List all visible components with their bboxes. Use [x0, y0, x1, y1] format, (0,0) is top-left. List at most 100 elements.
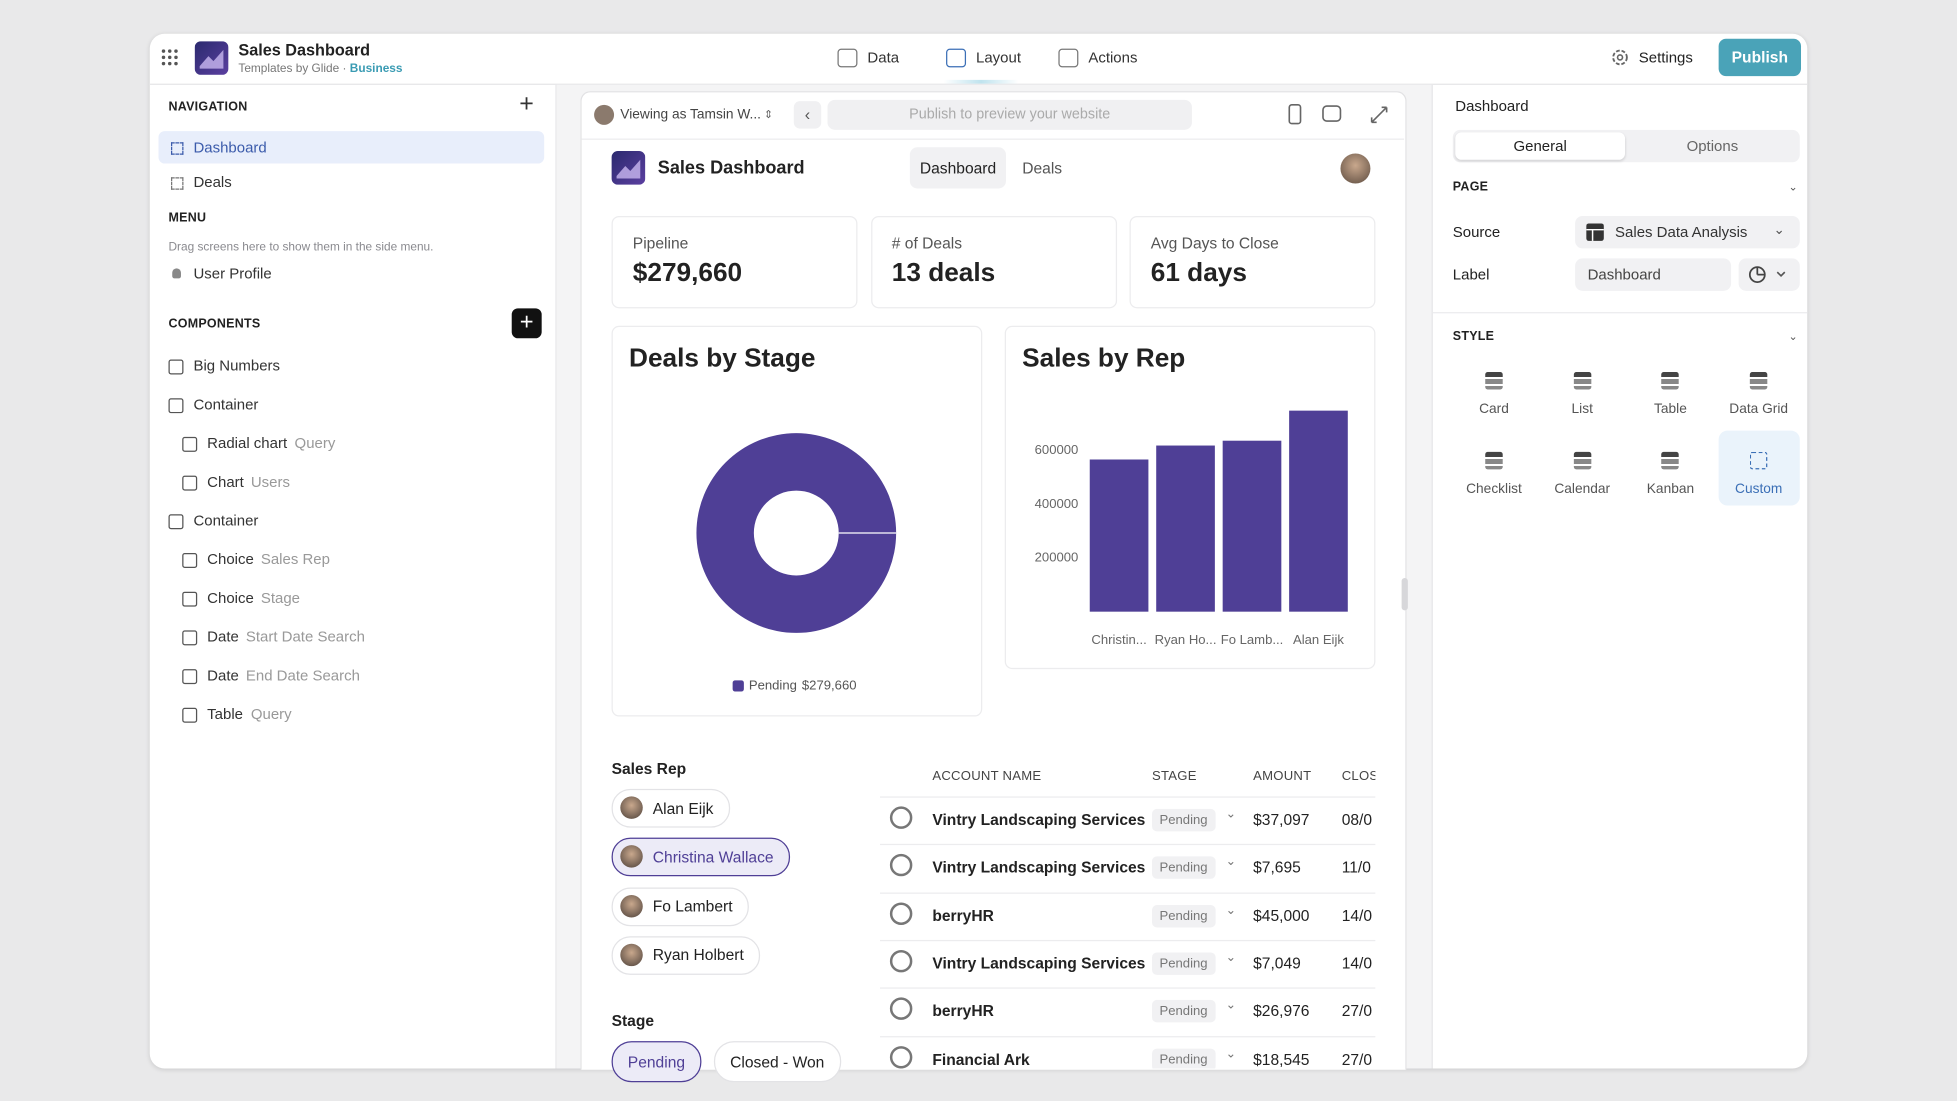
- panel-tab[interactable]: Options: [1686, 137, 1739, 155]
- bar-card: [1004, 325, 1376, 670]
- topnav-item[interactable]: Data: [867, 48, 900, 67]
- topnav-item[interactable]: Actions: [1088, 48, 1138, 67]
- add-screen[interactable]: +: [519, 90, 534, 118]
- stage-chevron[interactable]: ⌄: [1225, 951, 1237, 965]
- account-name: Vintry Landscaping Services: [932, 859, 1146, 877]
- style-icon[interactable]: [1749, 371, 1768, 390]
- component-name[interactable]: Date: [207, 666, 239, 685]
- topnav-icon[interactable]: [837, 48, 858, 68]
- account-name: Vintry Landscaping Services: [932, 811, 1146, 829]
- style-icon[interactable]: [1573, 371, 1591, 390]
- component-icon: [182, 630, 198, 646]
- topnav-icon[interactable]: [1058, 48, 1079, 68]
- section-divider: [1432, 312, 1808, 314]
- component-name[interactable]: Big Numbers: [193, 357, 281, 375]
- menu-item[interactable]: User Profile: [193, 264, 272, 283]
- component-icon: [168, 398, 184, 414]
- device-icons[interactable]: [1286, 104, 1398, 126]
- style-icon[interactable]: [1573, 451, 1591, 470]
- stage-chevron[interactable]: ⌄: [1225, 807, 1237, 822]
- label-input[interactable]: [1575, 258, 1732, 291]
- account-logo: [889, 949, 913, 973]
- component-name[interactable]: Choice: [207, 589, 254, 607]
- x-tick-label: Fo Lamb...: [1221, 632, 1284, 647]
- bar: [1089, 459, 1149, 612]
- amount: $18,545: [1253, 1050, 1310, 1068]
- collapse-page[interactable]: ⌄: [1788, 180, 1798, 193]
- stage-chip[interactable]: Pending: [611, 1041, 702, 1083]
- component-name[interactable]: Container: [193, 511, 259, 530]
- back-button[interactable]: ‹: [793, 101, 822, 129]
- account-logo: [889, 902, 913, 925]
- viewer-avatar: [594, 104, 615, 125]
- x-tick-label: Ryan Ho...: [1155, 632, 1217, 647]
- style-icon[interactable]: [1661, 371, 1680, 390]
- icon-picker[interactable]: [1738, 258, 1800, 291]
- component-source: Query: [294, 434, 336, 452]
- topnav-item[interactable]: Layout: [976, 48, 1021, 67]
- component-name[interactable]: Choice: [207, 550, 254, 568]
- close-date: 14/0: [1341, 954, 1373, 973]
- page-heading: PAGE: [1452, 180, 1489, 195]
- style-icon[interactable]: [1749, 451, 1768, 470]
- component-source: Users: [250, 473, 290, 491]
- sales-rep-label: Sales Rep: [611, 760, 687, 778]
- style-icon[interactable]: [1485, 451, 1503, 470]
- component-icon: [168, 514, 184, 530]
- stage-chevron[interactable]: ⌄: [1225, 903, 1237, 917]
- add-component[interactable]: +: [511, 308, 542, 339]
- component-name[interactable]: Container: [193, 395, 259, 414]
- style-label[interactable]: Kanban: [1646, 481, 1695, 497]
- topnav-icon[interactable]: [946, 48, 967, 68]
- style-icon[interactable]: [1661, 451, 1680, 470]
- nav-item[interactable]: Deals: [193, 173, 232, 191]
- bar: [1222, 440, 1282, 612]
- source-dropdown[interactable]: [1575, 215, 1800, 249]
- stat-label: Avg Days to Close: [1150, 234, 1279, 253]
- preview-toolbar-border: [581, 138, 1405, 140]
- stage-pill: Pending: [1151, 1000, 1216, 1023]
- component-icon: [182, 475, 198, 491]
- settings[interactable]: Settings: [1638, 48, 1693, 67]
- apps-icon[interactable]: [161, 49, 178, 66]
- component-name[interactable]: Date: [207, 627, 239, 646]
- resize-handle[interactable]: [1401, 577, 1408, 611]
- viewing-as[interactable]: Viewing as Tamsin W...: [620, 107, 761, 123]
- style-label[interactable]: List: [1571, 401, 1593, 417]
- bar: [1156, 445, 1215, 612]
- viewer-switch[interactable]: ⇕: [763, 107, 774, 121]
- style-label[interactable]: Table: [1654, 401, 1687, 417]
- publish-button[interactable]: Publish: [1718, 38, 1802, 77]
- preview-tab[interactable]: Dashboard: [909, 147, 1007, 189]
- menu-icon: [172, 268, 181, 279]
- preview-tab[interactable]: Deals: [1022, 159, 1063, 177]
- stat-value: 61 days: [1150, 258, 1247, 288]
- source-chevron: ⌄: [1773, 222, 1786, 238]
- style-icon[interactable]: [1485, 371, 1503, 390]
- style-label[interactable]: Card: [1479, 401, 1509, 417]
- style-label[interactable]: Checklist: [1466, 481, 1522, 497]
- style-heading: STYLE: [1452, 330, 1495, 344]
- panel-tab[interactable]: General: [1455, 132, 1626, 160]
- stage-chevron[interactable]: ⌄: [1225, 855, 1237, 870]
- collapse-style[interactable]: ⌄: [1788, 330, 1798, 343]
- user-avatar[interactable]: [1340, 153, 1371, 184]
- stage-pill: Pending: [1151, 1047, 1216, 1069]
- component-name[interactable]: Table: [207, 705, 243, 723]
- component-name[interactable]: Chart: [207, 473, 244, 491]
- stage-chip[interactable]: Closed - Won: [713, 1041, 841, 1083]
- style-label[interactable]: Calendar: [1554, 481, 1611, 497]
- style-label[interactable]: Custom: [1735, 481, 1783, 497]
- style-label[interactable]: Data Grid: [1729, 401, 1789, 417]
- legend-swatch: [732, 680, 744, 692]
- account-name: berryHR: [932, 907, 994, 925]
- stage-pill: Pending: [1151, 856, 1216, 880]
- stage-chevron[interactable]: ⌄: [1225, 998, 1237, 1013]
- nav-item[interactable]: Dashboard: [193, 138, 267, 157]
- legend-category: Pending: [749, 678, 797, 693]
- component-name[interactable]: Radial chart: [207, 434, 288, 452]
- account-name: berryHR: [932, 1002, 994, 1021]
- component-source: Start Date Search: [245, 627, 365, 646]
- stage-chevron[interactable]: ⌄: [1225, 1046, 1237, 1061]
